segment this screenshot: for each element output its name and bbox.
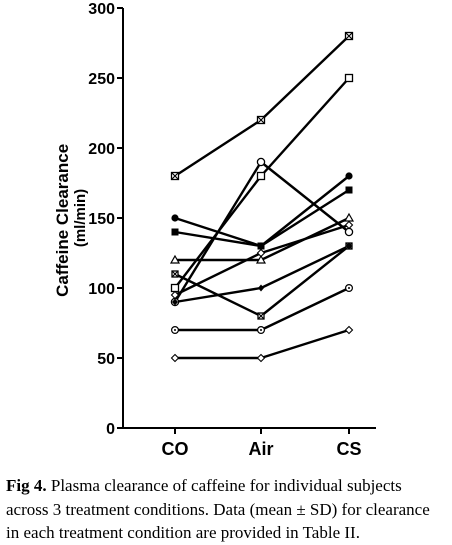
data-point xyxy=(257,242,265,250)
data-point xyxy=(171,228,179,236)
y-tick-label: 200 xyxy=(88,141,115,158)
data-point xyxy=(170,283,180,293)
series-line xyxy=(174,77,350,289)
figure-caption: Fig 4. Plasma clearance of caffeine for … xyxy=(6,474,446,545)
series-line xyxy=(175,286,350,332)
data-point xyxy=(344,227,354,237)
y-tick-label: 100 xyxy=(88,281,115,298)
y-tick-label: 150 xyxy=(88,211,115,228)
y-axis-label-line1: Caffeine Clearance xyxy=(53,144,72,297)
data-point xyxy=(256,248,266,258)
data-point xyxy=(345,172,353,180)
series-line xyxy=(174,188,350,248)
data-point xyxy=(345,186,353,194)
data-point xyxy=(256,157,266,167)
data-point xyxy=(170,325,180,335)
data-point xyxy=(170,290,180,300)
y-tick-label: 300 xyxy=(88,1,115,18)
y-axis-label: Caffeine Clearance (ml/min) xyxy=(53,139,89,297)
data-point xyxy=(170,353,180,363)
caption-text: Plasma clearance of caffeine for individ… xyxy=(6,476,430,542)
data-point xyxy=(170,171,180,181)
series-line xyxy=(175,328,350,360)
data-point xyxy=(256,353,266,363)
data-point xyxy=(344,73,354,83)
data-point xyxy=(169,254,181,264)
line-chart: 0 50 100 150 200 250 300 CO Air CS Caffeine Clear… xyxy=(53,1,376,459)
caption-label: Fig 4. xyxy=(6,476,47,495)
y-ticks xyxy=(117,7,350,434)
data-point xyxy=(255,254,267,264)
data-point xyxy=(172,298,178,306)
data-point xyxy=(258,284,264,292)
data-point xyxy=(343,212,355,222)
data-point xyxy=(256,171,266,181)
data-point xyxy=(257,312,265,320)
y-axis-label-line2: (ml/min) xyxy=(72,189,89,247)
y-tick-label: 250 xyxy=(88,71,115,88)
data-point xyxy=(344,220,354,230)
series-lines xyxy=(173,35,350,360)
data-point xyxy=(256,325,266,335)
tick-labels: 0 50 100 150 200 250 300 CO Air CS xyxy=(88,1,361,459)
x-tick-label: CO xyxy=(162,439,189,459)
x-tick-label: Air xyxy=(248,439,273,459)
y-tick-label: 50 xyxy=(97,351,115,368)
axes xyxy=(122,8,376,429)
data-point xyxy=(344,31,354,41)
x-tick-label: CS xyxy=(336,439,361,459)
data-point xyxy=(346,242,352,250)
y-tick-label: 0 xyxy=(106,421,115,438)
series-markers xyxy=(169,31,355,363)
data-point xyxy=(171,214,179,222)
data-point xyxy=(171,270,179,278)
data-point xyxy=(344,283,354,293)
data-point xyxy=(344,325,354,335)
data-point xyxy=(256,115,266,125)
